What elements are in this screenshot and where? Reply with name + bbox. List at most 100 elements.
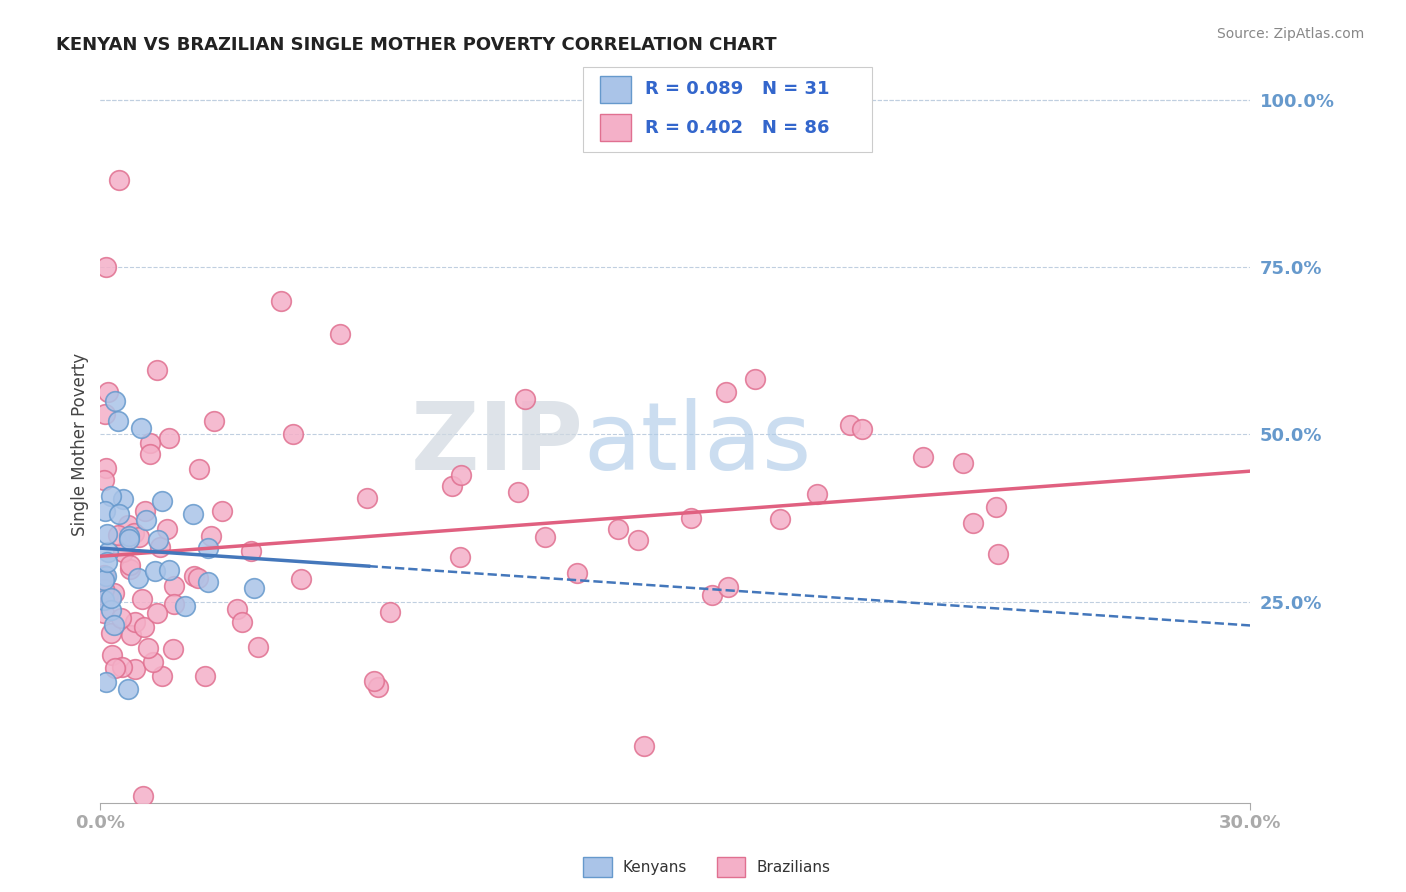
Point — [270, 293, 292, 308]
Point — [100, 591, 122, 606]
Point — [135, 513, 157, 527]
Point — [93, 606, 115, 620]
Point — [124, 615, 146, 629]
Point — [513, 392, 536, 406]
Point — [197, 574, 219, 589]
Point — [157, 563, 180, 577]
Point — [912, 450, 935, 465]
Point — [239, 544, 262, 558]
Point — [441, 479, 464, 493]
Point — [128, 530, 150, 544]
Point — [838, 417, 860, 432]
Point — [110, 611, 132, 625]
Point — [124, 525, 146, 540]
Point — [150, 668, 173, 682]
Point — [367, 680, 389, 694]
Point — [93, 592, 115, 607]
Point — [146, 533, 169, 547]
Point — [107, 527, 129, 541]
Point — [163, 598, 186, 612]
Point — [806, 487, 828, 501]
Point — [156, 523, 179, 537]
Point — [100, 648, 122, 663]
Point — [96, 556, 118, 570]
Point — [118, 562, 141, 576]
Point — [127, 571, 149, 585]
Point — [744, 372, 766, 386]
Point — [328, 326, 350, 341]
Text: ZIP: ZIP — [411, 399, 583, 491]
Point — [131, 591, 153, 606]
Point — [94, 504, 117, 518]
Point — [162, 641, 184, 656]
Point — [94, 569, 117, 583]
Point — [231, 615, 253, 629]
Point — [143, 564, 166, 578]
Point — [242, 581, 264, 595]
Point — [117, 681, 139, 696]
Point — [139, 447, 162, 461]
Point — [146, 362, 169, 376]
Point — [108, 173, 131, 187]
Text: Source: ZipAtlas.com: Source: ZipAtlas.com — [1216, 27, 1364, 41]
Point — [246, 640, 269, 654]
Point — [173, 599, 195, 613]
Point — [290, 572, 312, 586]
Point — [188, 462, 211, 476]
Point — [103, 617, 125, 632]
Text: atlas: atlas — [583, 399, 811, 491]
Point — [194, 668, 217, 682]
Point — [851, 422, 873, 436]
Point — [97, 545, 120, 559]
Point — [93, 573, 115, 587]
Point — [104, 661, 127, 675]
Point — [111, 660, 134, 674]
Point — [132, 789, 155, 803]
Text: R = 0.402   N = 86: R = 0.402 N = 86 — [645, 119, 830, 136]
Point — [197, 541, 219, 555]
Text: R = 0.089   N = 31: R = 0.089 N = 31 — [645, 80, 830, 98]
Point — [211, 504, 233, 518]
Point — [149, 540, 172, 554]
Point — [93, 568, 115, 582]
Point — [962, 516, 984, 530]
Point — [449, 549, 471, 564]
Point — [717, 580, 740, 594]
Point — [129, 421, 152, 435]
Point — [117, 529, 139, 543]
Point — [94, 407, 117, 421]
Point — [714, 384, 737, 399]
Point — [120, 558, 142, 572]
Point — [157, 431, 180, 445]
Point — [952, 456, 974, 470]
Point — [111, 545, 134, 559]
Point — [281, 427, 304, 442]
Point — [606, 522, 628, 536]
Point — [94, 675, 117, 690]
Point — [132, 620, 155, 634]
Point — [163, 579, 186, 593]
Point — [94, 460, 117, 475]
Point — [100, 489, 122, 503]
Point — [356, 491, 378, 506]
Point — [104, 394, 127, 409]
Point — [700, 588, 723, 602]
Point — [200, 529, 222, 543]
Point — [633, 739, 655, 753]
Point — [97, 588, 120, 602]
Point — [117, 518, 139, 533]
Y-axis label: Single Mother Poverty: Single Mother Poverty — [72, 353, 89, 536]
Point — [565, 566, 588, 581]
Point — [627, 533, 650, 548]
Point — [108, 507, 131, 521]
Point — [100, 603, 122, 617]
Text: KENYAN VS BRAZILIAN SINGLE MOTHER POVERTY CORRELATION CHART: KENYAN VS BRAZILIAN SINGLE MOTHER POVERT… — [56, 36, 778, 54]
Point — [679, 511, 702, 525]
Point — [769, 511, 792, 525]
Text: Kenyans: Kenyans — [623, 860, 688, 874]
Point — [107, 414, 129, 428]
Point — [100, 625, 122, 640]
Point — [508, 485, 530, 500]
Point — [150, 494, 173, 508]
Point — [112, 491, 135, 506]
